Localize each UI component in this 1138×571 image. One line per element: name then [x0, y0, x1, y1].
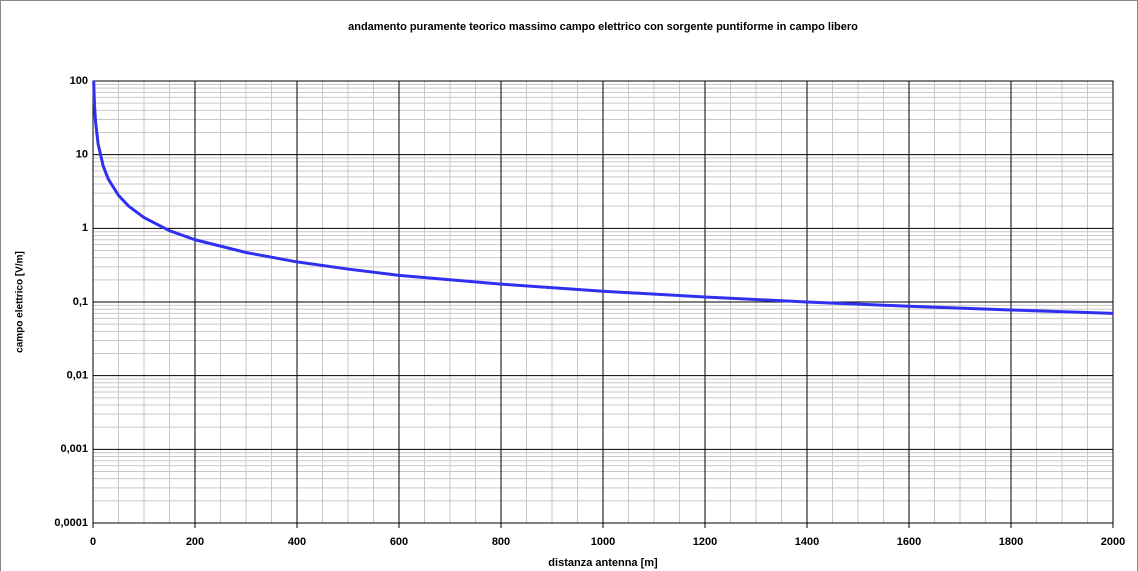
- data-line: [92, 80, 1114, 315]
- x-tick-label: 1400: [795, 536, 819, 548]
- y-tick-label: 0,1: [73, 296, 88, 308]
- x-tick-label: 400: [288, 536, 306, 548]
- y-tick-label: 10: [76, 149, 88, 161]
- y-axis-label: campo elettrico [V/m]: [15, 251, 26, 353]
- x-tick-label: 1200: [693, 536, 717, 548]
- x-tick-label: 0: [90, 536, 96, 548]
- x-tick-label: 1800: [999, 536, 1023, 548]
- x-tick-label: 1000: [591, 536, 615, 548]
- plot-frame: [92, 80, 1114, 524]
- x-axis-label: distanza antenna [m]: [548, 557, 658, 569]
- x-tick-label: 1600: [897, 536, 921, 548]
- y-tick-label: 1: [82, 222, 88, 234]
- y-tick-label: 0,01: [67, 370, 88, 382]
- x-tick-label: 600: [390, 536, 408, 548]
- y-tick-label: 100: [70, 75, 88, 87]
- y-tick-label: 0,0001: [54, 517, 88, 529]
- x-tick-label: 800: [492, 536, 510, 548]
- chart-title: andamento puramente teorico massimo camp…: [348, 21, 858, 33]
- x-tick-label: 200: [186, 536, 204, 548]
- x-tick-label: 2000: [1101, 536, 1125, 548]
- y-tick-label: 0,001: [60, 443, 88, 455]
